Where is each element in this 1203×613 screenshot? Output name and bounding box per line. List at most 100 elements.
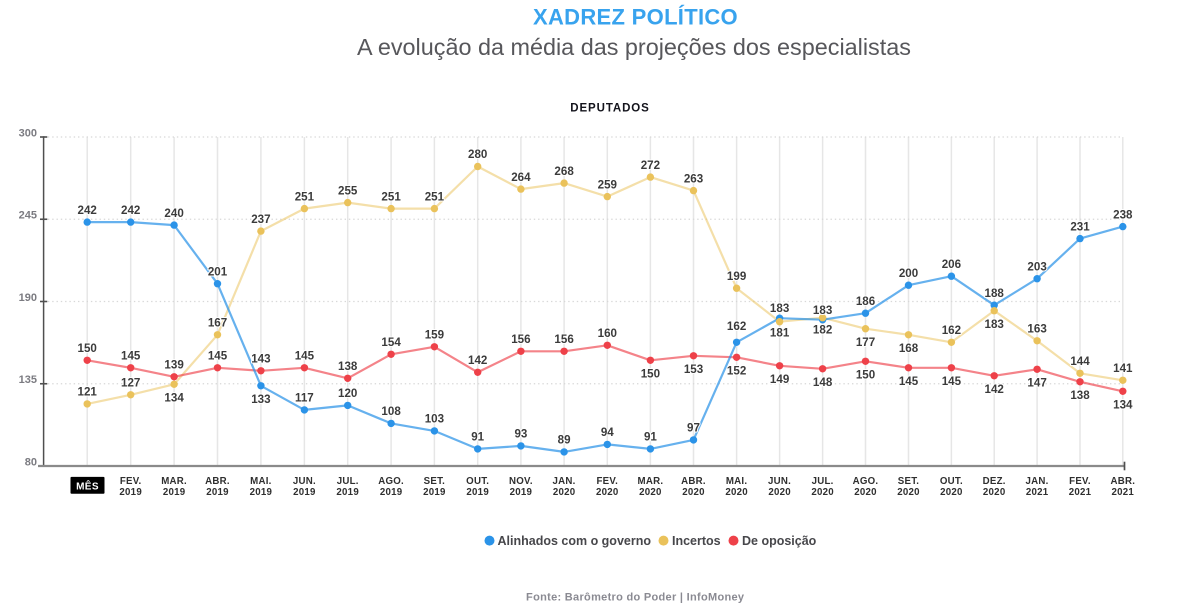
svg-text:242: 242 xyxy=(78,204,97,217)
svg-text:FEV.: FEV. xyxy=(596,476,618,487)
svg-text:OUT.: OUT. xyxy=(940,476,963,487)
svg-text:Fonte: Barômetro do Poder | In: Fonte: Barômetro do Poder | InfoMoney xyxy=(526,591,745,603)
svg-text:MÊS: MÊS xyxy=(76,479,99,492)
svg-text:SET.: SET. xyxy=(898,476,920,487)
svg-text:FEV.: FEV. xyxy=(120,476,142,487)
svg-text:206: 206 xyxy=(942,258,962,271)
svg-text:AGO.: AGO. xyxy=(853,476,879,487)
svg-text:138: 138 xyxy=(338,360,358,373)
svg-text:145: 145 xyxy=(899,375,919,388)
svg-text:2020: 2020 xyxy=(725,487,748,498)
svg-text:121: 121 xyxy=(78,386,98,399)
svg-text:2021: 2021 xyxy=(1026,487,1049,498)
svg-text:2019: 2019 xyxy=(423,487,446,498)
svg-text:190: 190 xyxy=(19,292,37,304)
svg-text:183: 183 xyxy=(985,318,1005,331)
svg-text:MAI.: MAI. xyxy=(726,476,748,487)
svg-text:2020: 2020 xyxy=(811,487,834,498)
svg-text:259: 259 xyxy=(598,178,618,191)
svg-text:127: 127 xyxy=(121,377,140,390)
svg-text:145: 145 xyxy=(208,350,228,363)
svg-text:2020: 2020 xyxy=(897,487,920,498)
svg-text:160: 160 xyxy=(598,327,617,340)
svg-text:182: 182 xyxy=(813,324,832,337)
svg-text:JAN.: JAN. xyxy=(553,476,576,487)
svg-text:231: 231 xyxy=(1070,220,1090,233)
svg-text:145: 145 xyxy=(295,350,315,363)
svg-text:DEPUTADOS: DEPUTADOS xyxy=(570,102,649,114)
svg-text:240: 240 xyxy=(164,207,183,220)
svg-text:251: 251 xyxy=(295,190,315,203)
svg-text:JUN.: JUN. xyxy=(768,476,791,487)
svg-text:2020: 2020 xyxy=(854,487,877,498)
svg-text:A evolução da média das projeç: A evolução da média das projeções dos es… xyxy=(357,34,911,60)
svg-text:120: 120 xyxy=(338,387,357,400)
svg-text:MAR.: MAR. xyxy=(161,476,187,487)
svg-text:144: 144 xyxy=(1070,355,1090,368)
svg-text:2019: 2019 xyxy=(206,487,229,498)
svg-text:2020: 2020 xyxy=(639,487,662,498)
svg-text:2021: 2021 xyxy=(1112,487,1135,498)
svg-text:139: 139 xyxy=(164,359,184,372)
svg-text:156: 156 xyxy=(511,333,531,346)
svg-text:263: 263 xyxy=(684,172,704,185)
svg-text:OUT.: OUT. xyxy=(466,476,489,487)
svg-text:SET.: SET. xyxy=(424,476,446,487)
svg-text:De oposição: De oposição xyxy=(742,534,817,548)
svg-text:150: 150 xyxy=(78,342,97,355)
svg-text:201: 201 xyxy=(208,265,228,278)
svg-text:186: 186 xyxy=(856,295,876,308)
svg-text:150: 150 xyxy=(641,368,660,381)
svg-text:200: 200 xyxy=(899,267,918,280)
svg-text:108: 108 xyxy=(381,405,401,418)
svg-text:181: 181 xyxy=(770,327,790,340)
svg-text:203: 203 xyxy=(1027,260,1047,273)
svg-text:117: 117 xyxy=(295,392,314,405)
svg-text:238: 238 xyxy=(1113,208,1133,221)
svg-text:2020: 2020 xyxy=(596,487,619,498)
svg-text:134: 134 xyxy=(164,392,184,405)
svg-text:2019: 2019 xyxy=(466,487,489,498)
svg-text:93: 93 xyxy=(514,428,527,441)
svg-text:156: 156 xyxy=(554,333,574,346)
svg-text:MAI.: MAI. xyxy=(250,476,272,487)
svg-text:162: 162 xyxy=(942,324,961,337)
svg-text:91: 91 xyxy=(471,431,484,444)
svg-text:268: 268 xyxy=(554,165,574,178)
svg-text:149: 149 xyxy=(770,373,790,386)
svg-text:141: 141 xyxy=(1113,362,1133,375)
svg-text:2020: 2020 xyxy=(768,487,791,498)
svg-text:280: 280 xyxy=(468,148,487,161)
svg-text:153: 153 xyxy=(684,363,704,376)
svg-text:134: 134 xyxy=(1113,399,1133,412)
svg-text:145: 145 xyxy=(942,375,962,388)
svg-text:89: 89 xyxy=(558,434,571,447)
svg-text:94: 94 xyxy=(601,426,614,439)
svg-text:245: 245 xyxy=(19,210,37,222)
svg-text:133: 133 xyxy=(251,393,271,406)
svg-text:2019: 2019 xyxy=(163,487,186,498)
svg-text:FEV.: FEV. xyxy=(1069,476,1091,487)
svg-text:168: 168 xyxy=(899,342,919,355)
svg-text:XADREZ POLÍTICO: XADREZ POLÍTICO xyxy=(533,5,738,30)
svg-text:2019: 2019 xyxy=(510,487,533,498)
svg-text:242: 242 xyxy=(121,204,140,217)
svg-text:183: 183 xyxy=(770,302,790,315)
svg-text:264: 264 xyxy=(511,171,531,184)
svg-text:AGO.: AGO. xyxy=(378,476,404,487)
svg-text:ABR.: ABR. xyxy=(205,476,230,487)
svg-text:154: 154 xyxy=(381,336,401,349)
svg-text:ABR.: ABR. xyxy=(1110,476,1135,487)
svg-text:159: 159 xyxy=(425,329,445,342)
svg-text:251: 251 xyxy=(425,190,445,203)
svg-text:JUL.: JUL. xyxy=(812,476,834,487)
svg-text:199: 199 xyxy=(727,270,747,283)
svg-text:2020: 2020 xyxy=(983,487,1006,498)
svg-text:148: 148 xyxy=(813,376,833,389)
svg-text:JAN.: JAN. xyxy=(1026,476,1049,487)
svg-text:2020: 2020 xyxy=(553,487,576,498)
svg-text:97: 97 xyxy=(687,422,700,435)
svg-text:JUL.: JUL. xyxy=(337,476,359,487)
svg-text:2020: 2020 xyxy=(682,487,705,498)
svg-text:2021: 2021 xyxy=(1069,487,1092,498)
